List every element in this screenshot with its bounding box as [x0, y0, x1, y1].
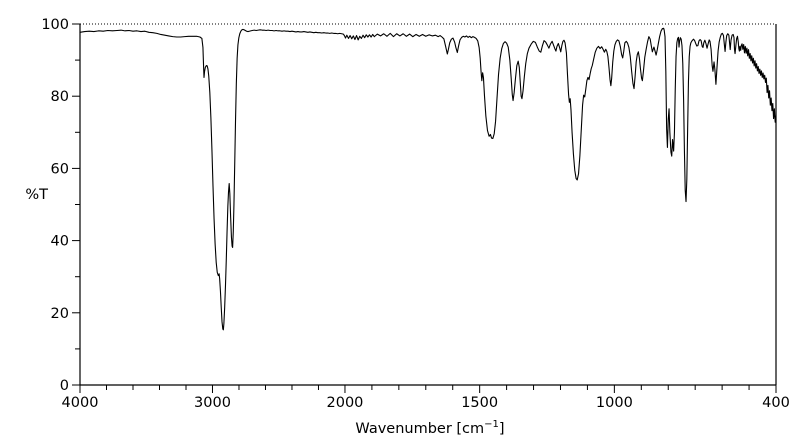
y-tick-label: 100: [41, 17, 69, 33]
spectrum-curve: [79, 27, 777, 331]
y-tick-label: 0: [60, 378, 69, 394]
y-axis-label: %T: [25, 187, 48, 203]
y-tick-label: 80: [51, 89, 69, 105]
x-tick-label: 2000: [327, 395, 364, 411]
axis-spines: [79, 24, 777, 386]
x-tick-label: 400: [762, 395, 790, 411]
x-axis-label: Wavenumber [cm−1]: [355, 419, 504, 437]
y-tick-label: 20: [51, 306, 69, 322]
x-tick-label: 3000: [194, 395, 231, 411]
spectrum-curve-group: [79, 27, 777, 331]
x-axis-label-suffix: ]: [499, 421, 505, 437]
x-tick-label: 1000: [596, 395, 633, 411]
axis-ticks: [72, 23, 777, 393]
x-axis-label-prefix: Wavenumber [cm: [355, 421, 484, 437]
y-tick-label: 40: [51, 234, 69, 250]
x-tick-label: 4000: [62, 395, 99, 411]
x-axis-label-superscript: −1: [484, 419, 499, 430]
x-tick-label: 1500: [461, 395, 498, 411]
y-tick-label: 60: [51, 161, 69, 177]
